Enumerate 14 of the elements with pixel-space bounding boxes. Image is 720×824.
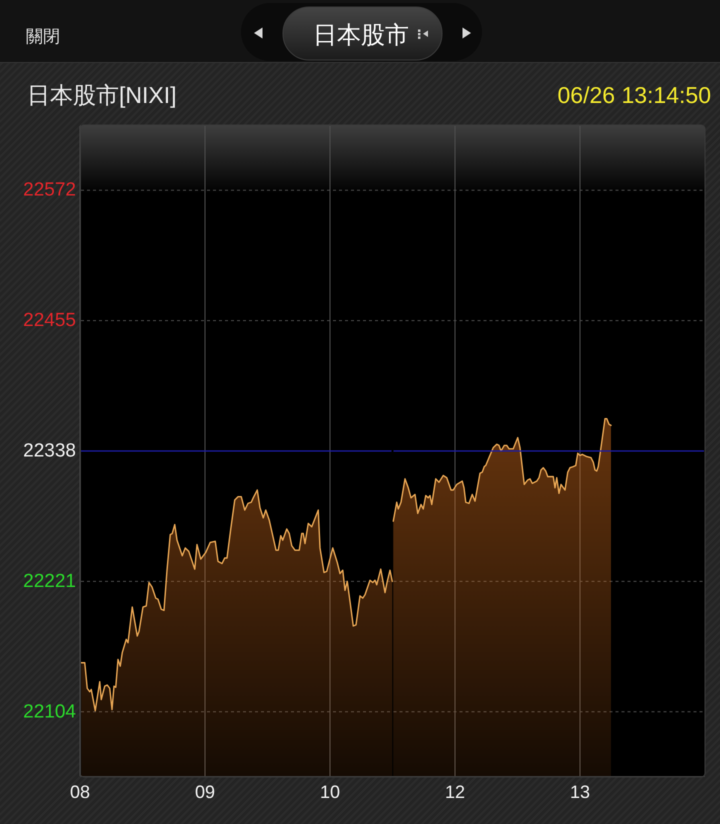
ytick-label: 22338 xyxy=(23,440,76,462)
ytick-label: 22572 xyxy=(23,180,76,201)
annotation: 日本股市 xyxy=(313,22,409,49)
xtick-label: 09 xyxy=(194,782,216,802)
title: 日本股市[NIXI] xyxy=(27,82,177,108)
xtick-label: 08 xyxy=(70,782,90,802)
xtick-label: 13 xyxy=(570,782,590,802)
subtitle: 06/26 13:14:50 xyxy=(558,82,711,108)
xtick-label: 12 xyxy=(444,782,466,802)
xtick-label: 10 xyxy=(320,782,340,802)
ytick-label: 22455 xyxy=(23,310,76,332)
ytick-label: 22104 xyxy=(23,701,76,722)
ytick-label: 22221 xyxy=(23,570,76,592)
annotation: 關閉 xyxy=(26,27,60,46)
